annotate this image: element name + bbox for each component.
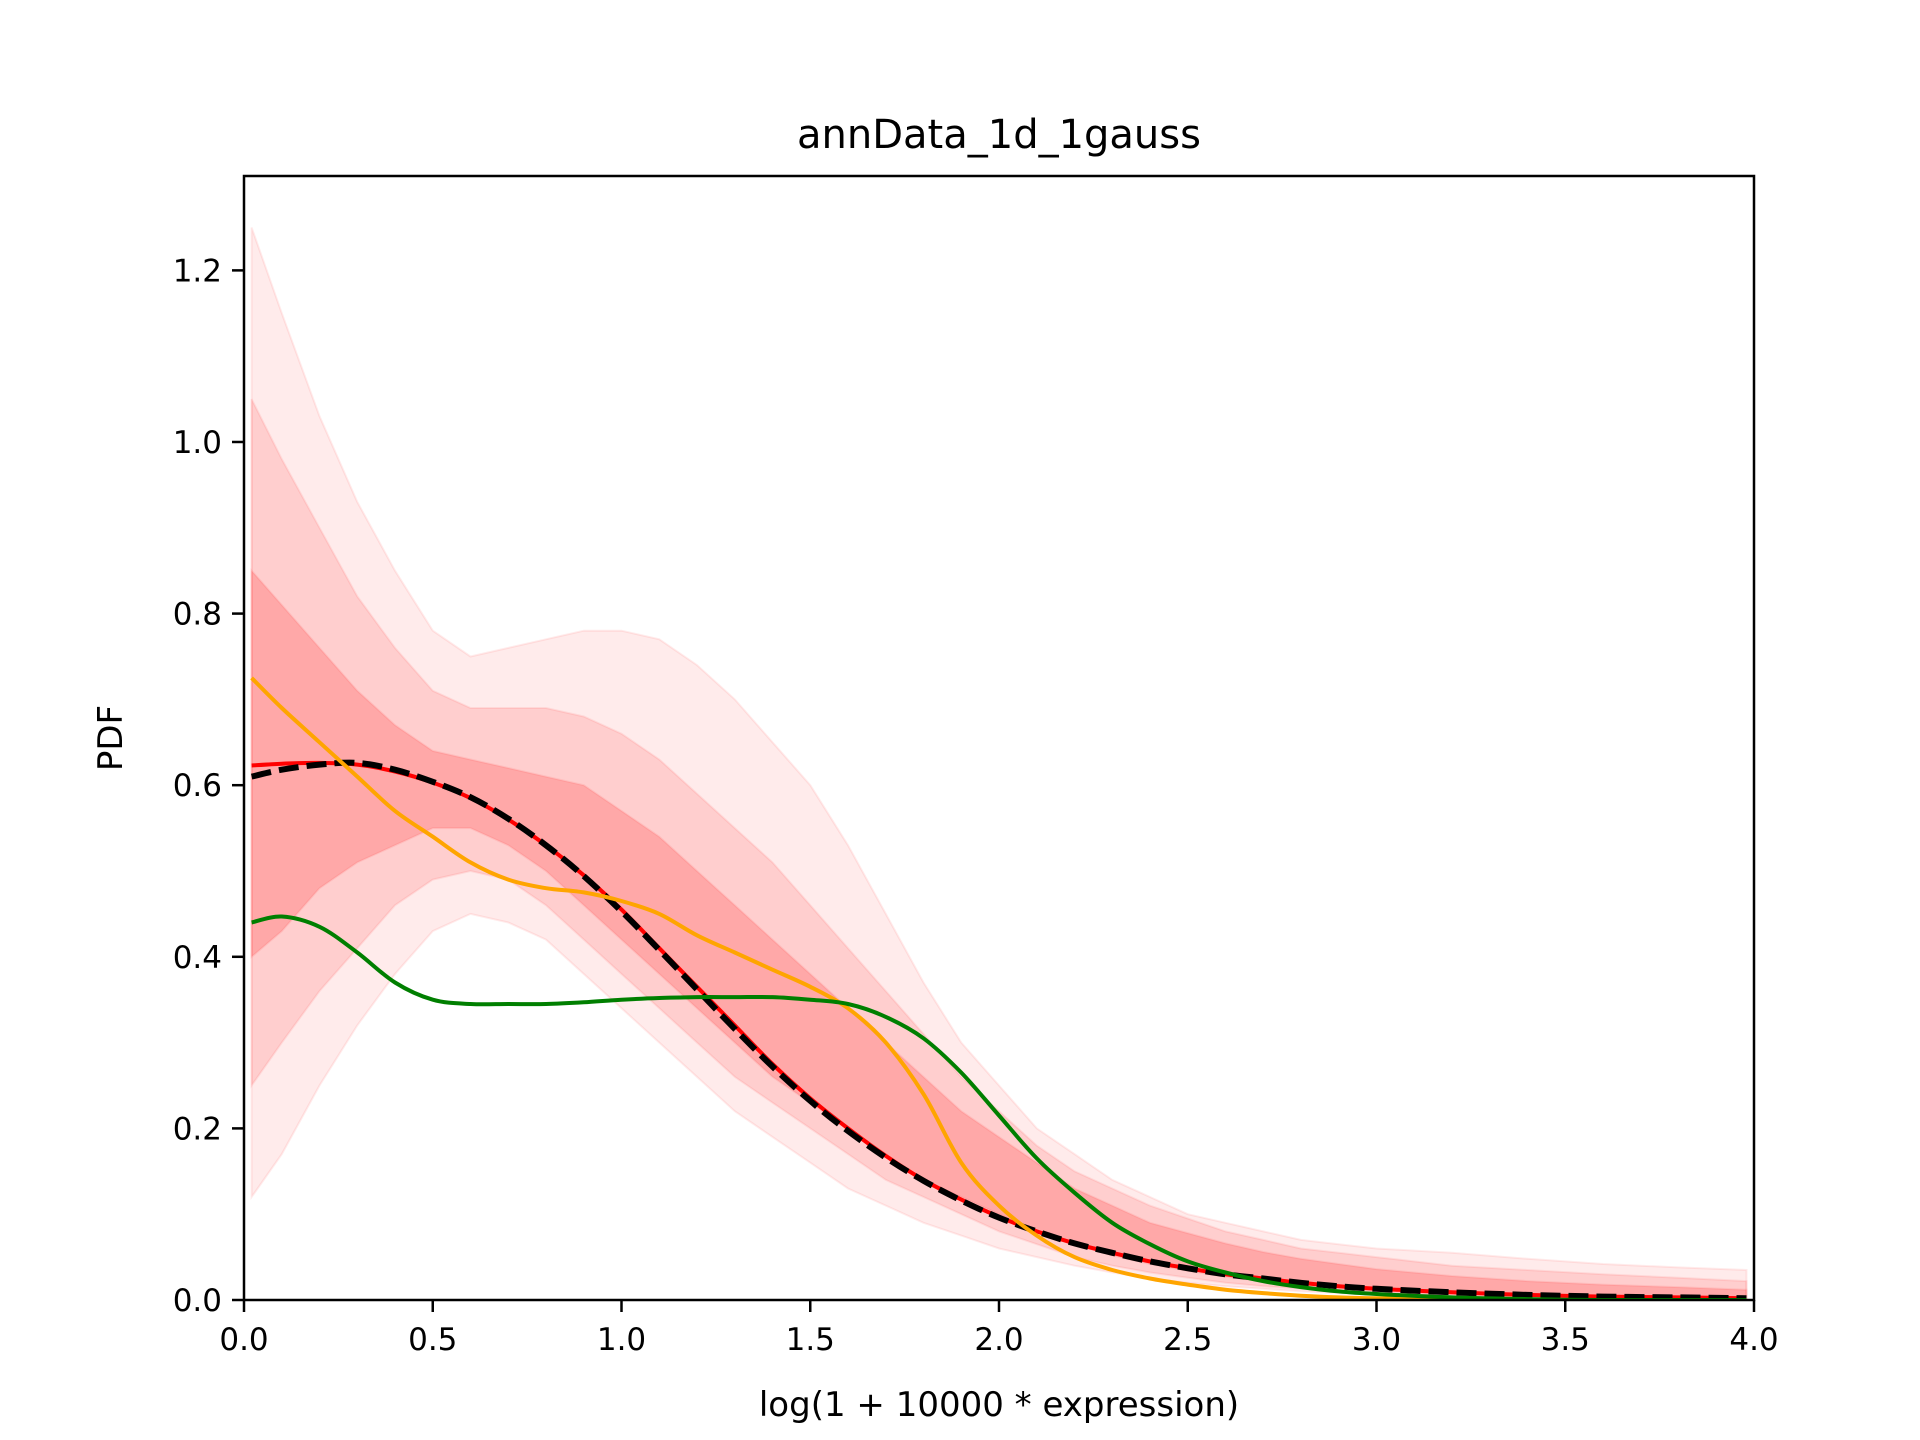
series-lines [250, 676, 1747, 1300]
black-dashed-series-line [250, 759, 1747, 1300]
x-tick-label: 0.5 [408, 1322, 457, 1358]
chart-title: annData_1d_1gauss [797, 112, 1201, 158]
green-series-line [251, 914, 1747, 1300]
x-tick-label: 1.5 [786, 1322, 835, 1358]
y-tick-label: 0.0 [173, 1283, 222, 1319]
x-tick-label: 2.0 [974, 1322, 1023, 1358]
y-tick-label: 0.6 [173, 768, 222, 804]
x-axis-label: log(1 + 10000 * expression) [759, 1385, 1239, 1425]
y-tick-label: 1.0 [173, 425, 222, 461]
x-tick-label: 0.0 [219, 1322, 268, 1358]
x-tick-label: 1.0 [597, 1322, 646, 1358]
y-tick-label: 0.8 [173, 597, 222, 633]
y-axis-ticks: 0.0 0.2 0.4 0.6 0.8 1.0 1.2 [173, 253, 244, 1319]
x-axis-ticks: 0.0 0.5 1.0 1.5 2.0 2.5 3.0 3.5 4.0 [219, 1300, 1779, 1358]
orange-series-line [250, 676, 1747, 1300]
y-tick-label: 0.2 [173, 1111, 222, 1147]
x-tick-label: 2.5 [1163, 1322, 1212, 1358]
x-tick-label: 3.0 [1352, 1322, 1401, 1358]
y-tick-label: 0.4 [173, 940, 222, 976]
y-axis-label: PDF [91, 705, 131, 771]
y-tick-label: 1.2 [173, 253, 222, 289]
x-tick-label: 3.5 [1541, 1322, 1590, 1358]
x-tick-label: 4.0 [1729, 1322, 1778, 1358]
